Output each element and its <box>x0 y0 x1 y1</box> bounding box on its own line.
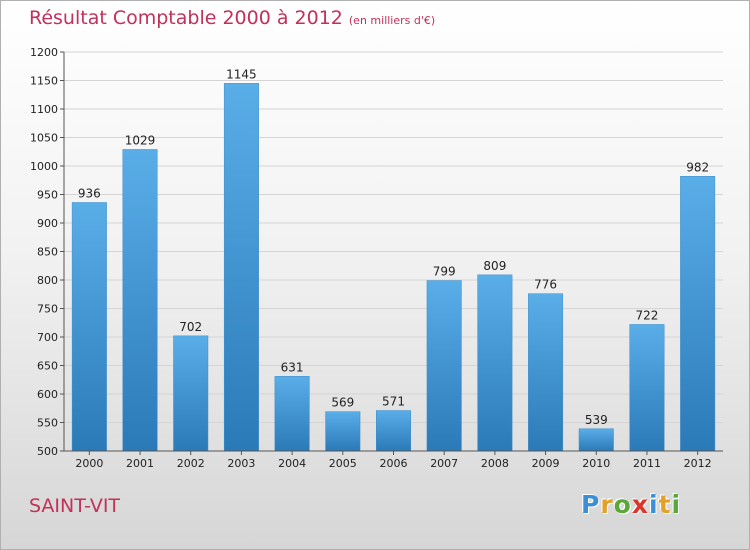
bar-2000 <box>71 202 107 452</box>
bar-2007 <box>426 280 462 452</box>
y-tick-label: 650 <box>37 360 58 373</box>
bar-2006 <box>376 410 411 452</box>
x-axis-ticks: 2000 2001 2002 2003 2004 2005 2006 2007 2008 2009… <box>75 451 712 470</box>
x-tick-label: 2007 <box>430 457 458 470</box>
data-label-2012: 982 <box>686 160 709 174</box>
y-axis-ticks: 500 550 600 650 700 750 800 850 900 950 1000 1050 11… <box>30 46 64 458</box>
proxiti-logo: Proxiti <box>581 490 681 519</box>
y-tick-label: 1050 <box>30 132 58 145</box>
city-name: SAINT-VIT <box>29 495 121 517</box>
logo-letter: x <box>631 490 649 519</box>
logo-letter: r <box>600 490 614 519</box>
x-tick-label: 2006 <box>380 457 408 470</box>
y-tick-label: 1000 <box>30 160 58 173</box>
data-label-2007: 799 <box>433 265 456 279</box>
data-label-2009: 776 <box>534 278 557 292</box>
data-labels: 936 1029 702 1145 631 569 571 799 809 776 539 722 98… <box>78 67 709 426</box>
bar-2004 <box>274 376 310 452</box>
y-tick-label: 1100 <box>30 103 58 116</box>
bar-2011 <box>629 324 665 452</box>
data-label-2006: 571 <box>382 395 405 409</box>
x-tick-label: 2012 <box>684 457 712 470</box>
y-tick-label: 750 <box>37 303 58 316</box>
x-tick-label: 2000 <box>75 457 103 470</box>
bar-2008 <box>477 274 513 452</box>
data-label-2011: 722 <box>636 308 659 322</box>
x-tick-label: 2011 <box>633 457 661 470</box>
y-tick-label: 550 <box>37 417 58 430</box>
x-tick-label: 2002 <box>177 457 205 470</box>
data-label-2005: 569 <box>331 396 354 410</box>
chart-title: Résultat Comptable 2000 à 2012 (en millie… <box>29 7 435 29</box>
gridlines <box>64 51 723 452</box>
logo-letter: i <box>671 490 682 519</box>
chart-title-main: Résultat Comptable 2000 à 2012 <box>29 7 343 29</box>
y-tick-label: 600 <box>37 388 58 401</box>
y-tick-label: 850 <box>37 246 58 259</box>
bar-2002 <box>173 335 209 452</box>
logo-letter: P <box>581 490 601 519</box>
data-label-2000: 936 <box>78 186 101 200</box>
data-label-2002: 702 <box>179 320 202 334</box>
x-tick-label: 2003 <box>227 457 255 470</box>
x-tick-label: 2010 <box>582 457 610 470</box>
bar-2001 <box>122 149 158 452</box>
y-tick-label: 1200 <box>30 46 58 59</box>
bars <box>71 83 716 452</box>
data-label-2003: 1145 <box>226 67 257 81</box>
x-tick-label: 2001 <box>126 457 154 470</box>
bar-2009 <box>528 293 564 452</box>
bar-2005 <box>325 411 361 452</box>
y-tick-label: 1150 <box>30 75 58 88</box>
logo-letter: o <box>613 490 632 519</box>
logo-letter: t <box>658 490 672 519</box>
x-tick-label: 2009 <box>532 457 560 470</box>
x-tick-label: 2008 <box>481 457 509 470</box>
data-label-2004: 631 <box>281 360 304 374</box>
bar-2010 <box>578 428 614 452</box>
data-label-2008: 809 <box>483 259 506 273</box>
y-tick-label: 950 <box>37 189 58 202</box>
x-tick-label: 2005 <box>329 457 357 470</box>
y-tick-label: 700 <box>37 331 58 344</box>
y-tick-label: 900 <box>37 217 58 230</box>
logo-letter: i <box>649 490 659 519</box>
data-label-2010: 539 <box>585 413 608 427</box>
bar-2012 <box>680 176 716 452</box>
y-tick-label: 500 <box>37 445 58 458</box>
x-tick-label: 2004 <box>278 457 306 470</box>
bar-2003 <box>223 83 259 452</box>
data-label-2001: 1029 <box>125 133 156 147</box>
y-tick-label: 800 <box>37 274 58 287</box>
chart-title-unit: (en milliers d'€) <box>348 14 436 27</box>
